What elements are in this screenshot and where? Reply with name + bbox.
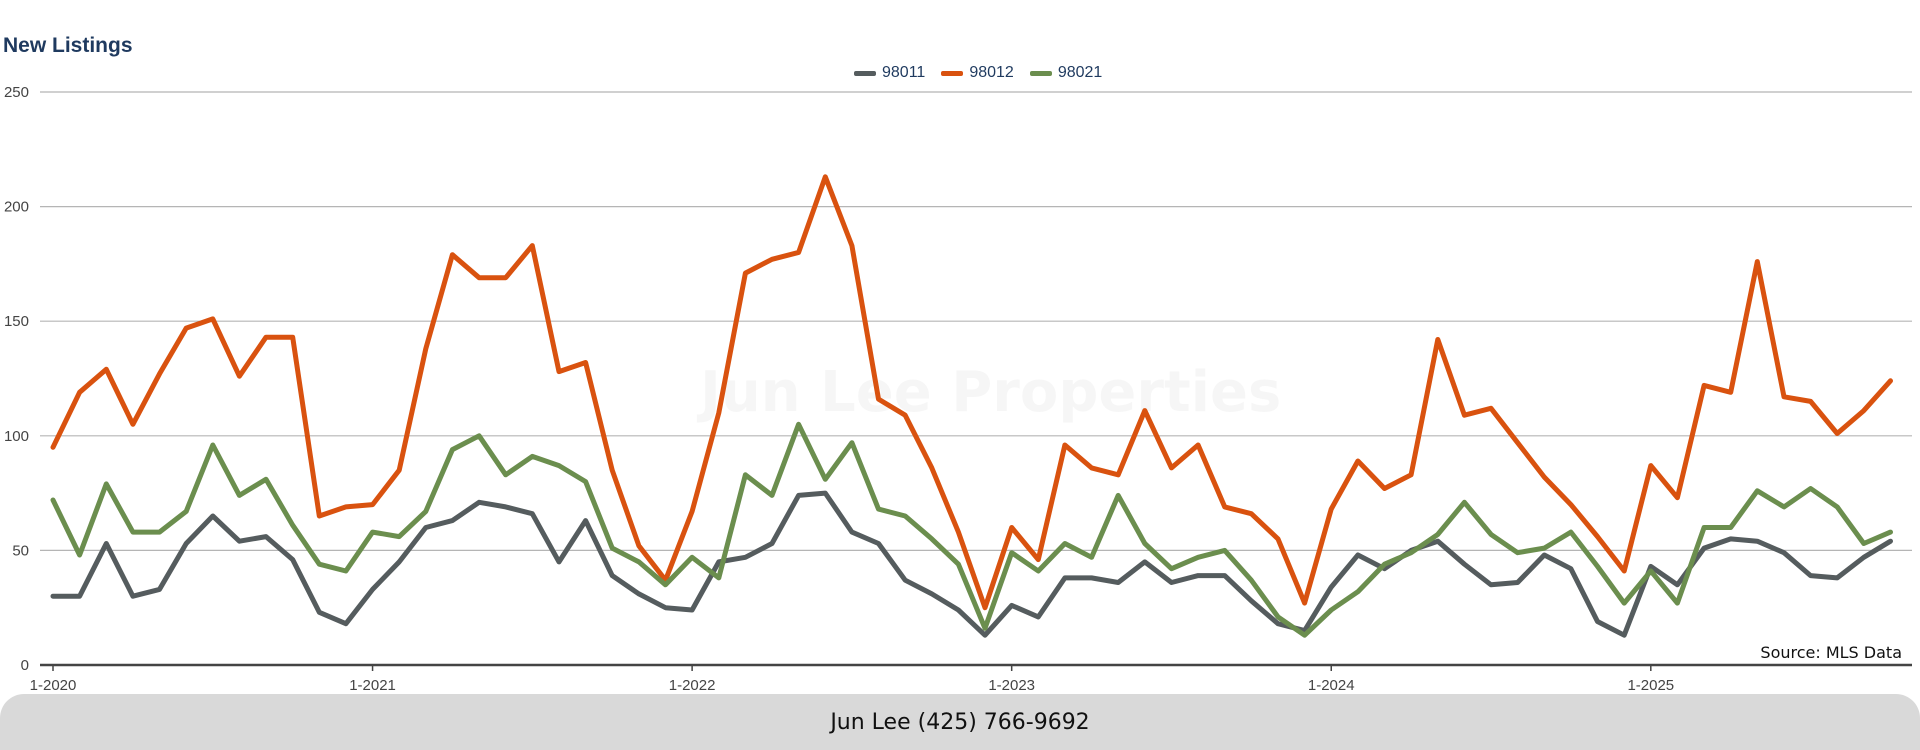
- y-tick-label-250: 250: [4, 84, 29, 101]
- y-tick-label-100: 100: [4, 428, 29, 445]
- series-line-98021: [50, 421, 1893, 638]
- y-tick-label-50: 50: [12, 542, 29, 559]
- legend-label-98012: 98012: [969, 64, 1014, 81]
- legend-label-98011: 98011: [882, 64, 926, 81]
- x-tick-label-1-2021: 1-2021: [349, 677, 396, 694]
- legend-item-98021[interactable]: 98021: [1029, 64, 1103, 82]
- x-tick-label-1-2025: 1-2025: [1627, 677, 1674, 694]
- source-note: Source: MLS Data: [1760, 643, 1902, 662]
- series-line-98011: [50, 490, 1893, 638]
- chart-legend: 98011 98012 98021: [854, 64, 1102, 82]
- footer-contact: Jun Lee (425) 766-9692: [830, 709, 1090, 735]
- legend-swatch-98011: [854, 70, 876, 76]
- legend-label-98021: 98021: [1057, 64, 1103, 81]
- legend-swatch-98012: [941, 70, 964, 76]
- series-line-98012: [50, 174, 1893, 611]
- footer-bar: Jun Lee (425) 766-9692: [0, 694, 1920, 750]
- legend-item-98012[interactable]: 98012: [941, 64, 1014, 82]
- y-tick-label-150: 150: [4, 313, 29, 330]
- x-tick-label-1-2022: 1-2022: [669, 677, 716, 694]
- line-chart: 0 50 100 150 200 250 1-2020 1-2021 1-2022 1-2023 1…: [4, 84, 1912, 694]
- chart-title: New Listings: [3, 34, 133, 57]
- y-tick-label-200: 200: [4, 199, 29, 216]
- y-tick-label-0: 0: [21, 657, 29, 674]
- x-tick-label-1-2023: 1-2023: [988, 677, 1035, 694]
- x-tick-label-1-2024: 1-2024: [1308, 677, 1355, 694]
- legend-item-98011[interactable]: 98011: [854, 64, 925, 82]
- x-tick-label-1-2020: 1-2020: [30, 677, 77, 694]
- legend-swatch-98021: [1029, 70, 1052, 76]
